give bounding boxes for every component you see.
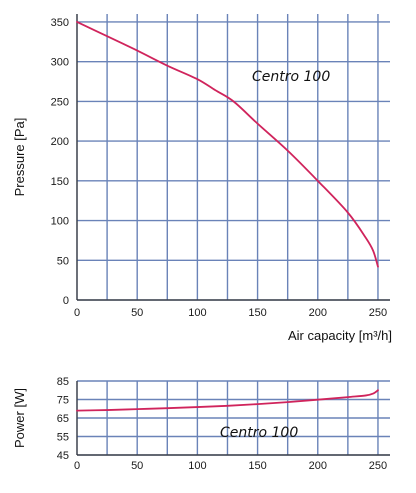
pressure-y-tick-label: 50 [57,255,69,267]
power-y-tick-label: 45 [57,450,69,462]
power-series-line [76,389,379,412]
power-y-tick-label: 55 [57,432,69,444]
pressure-y-tick-label: 200 [51,136,69,148]
pressure-y-tick-label: 0 [63,295,69,307]
pressure-x-axis-title: Air capacity [m³/h] [288,328,392,343]
power-y-tick-label: 75 [57,395,69,407]
pressure-y-tick-label: 100 [51,216,69,228]
pressure-x-tick-label: 150 [248,307,266,319]
pressure-x-tick-label: 250 [369,307,387,319]
power-x-tick-label: 50 [131,460,143,472]
power-x-tick-label: 100 [188,460,206,472]
power-series-annotation: Centro 100 [220,425,298,441]
power-chart: 45 55 65 75 85 0 50 100 150 200 250 Power [W] Centro… [12,376,390,472]
pressure-y-tick-label: 350 [51,17,69,29]
power-y-axis-title: Power [W] [12,388,27,448]
pressure-y-tick-label: 300 [51,57,69,69]
pressure-x-tick-label: 50 [131,307,143,319]
pressure-x-tick-label: 0 [74,307,80,319]
pressure-series-line [76,21,379,268]
pressure-x-tick-label: 100 [188,307,206,319]
power-y-tick-label: 85 [57,376,69,388]
pressure-y-axis-title: Pressure [Pa] [12,118,27,197]
power-x-tick-label: 250 [369,460,387,472]
power-x-tick-label: 200 [309,460,327,472]
power-x-tick-label: 150 [248,460,266,472]
pressure-series-annotation: Centro 100 [252,69,330,85]
pressure-y-tick-label: 150 [51,176,69,188]
power-y-tick-label: 65 [57,413,69,425]
power-x-tick-label: 0 [74,460,80,472]
pressure-y-tick-label: 250 [51,96,69,108]
pressure-chart: 0 50 100 150 200 250 300 350 0 50 100 150 200 250 Pres… [12,14,392,343]
pressure-x-tick-label: 200 [309,307,327,319]
